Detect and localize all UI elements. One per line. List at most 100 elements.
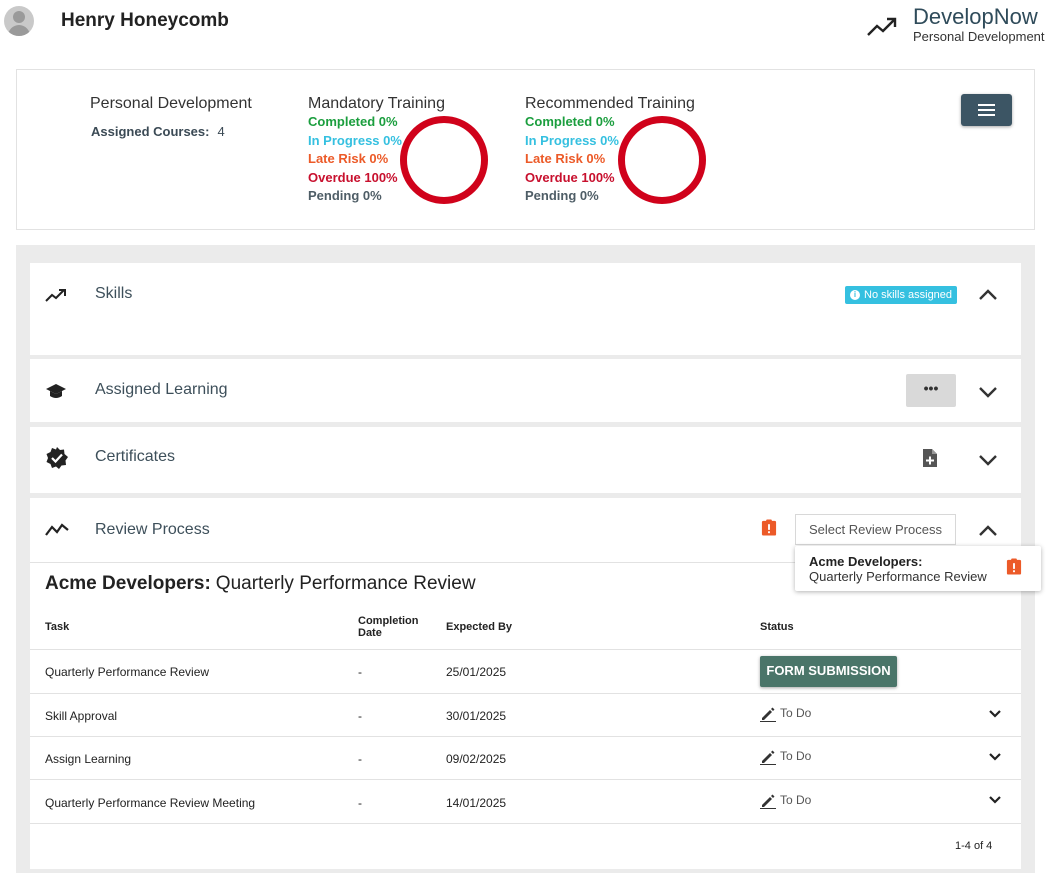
chevron-up-icon[interactable]	[978, 287, 998, 301]
hamburger-line	[978, 114, 995, 116]
expected-by-date: 30/01/2025	[446, 709, 507, 723]
no-skills-badge-label: No skills assigned	[864, 289, 953, 301]
recommended-donut-chart[interactable]	[618, 116, 706, 204]
add-file-icon[interactable]	[922, 448, 938, 468]
status-todo: To Do	[760, 706, 811, 722]
assigned-courses-label: Assigned Courses:	[91, 124, 210, 139]
column-header-status[interactable]: Status	[760, 621, 794, 633]
expected-by-date: 09/02/2025	[446, 752, 507, 766]
pencil-icon	[760, 750, 776, 765]
expected-by-date: 25/01/2025	[446, 665, 507, 679]
personal-development-title: Personal Development	[90, 95, 252, 112]
more-options-button[interactable]: •••	[906, 374, 956, 407]
task-name: Assign Learning	[45, 752, 132, 766]
mandatory-completed: Completed 0%	[308, 114, 398, 129]
recommended-completed: Completed 0%	[525, 114, 615, 129]
chevron-down-icon[interactable]	[978, 453, 998, 467]
skills-title[interactable]: Skills	[95, 285, 133, 302]
status-label: To Do	[780, 706, 812, 721]
chevron-down-icon[interactable]	[978, 385, 998, 399]
pagination-range: 1-4 of 4	[955, 840, 993, 852]
top-bar: Henry Honeycomb DevelopNow Personal Deve…	[0, 0, 1058, 60]
divider	[30, 736, 1021, 737]
review-heading: Acme Developers: Quarterly Performance Re…	[45, 573, 476, 595]
pencil-icon	[760, 707, 776, 722]
column-header-completion-line2: Date	[358, 627, 382, 639]
task-name: Quarterly Performance Review Meeting	[45, 796, 256, 810]
expected-by-date: 14/01/2025	[446, 796, 507, 810]
task-name: Quarterly Performance Review	[45, 665, 210, 679]
user-name: Henry Honeycomb	[61, 10, 229, 31]
assigned-courses-value: 4	[217, 124, 225, 139]
info-icon: i	[850, 290, 860, 300]
divider	[30, 649, 1021, 650]
divider	[30, 823, 1021, 824]
recommended-training-title: Recommended Training	[525, 95, 695, 112]
divider	[30, 562, 1021, 563]
form-submission-button[interactable]: FORM SUBMISSION	[760, 656, 897, 687]
assigned-learning-section: Assigned Learning •••	[30, 359, 1021, 422]
hamburger-line	[978, 104, 995, 106]
status-todo: To Do	[760, 749, 811, 765]
review-process-title[interactable]: Review Process	[95, 521, 210, 538]
avatar-body-shape	[8, 25, 30, 36]
brand-subtitle: Personal Development	[913, 29, 1045, 44]
review-heading-name: Quarterly Performance Review	[215, 573, 476, 594]
recommended-late-risk: Late Risk 0%	[525, 151, 606, 166]
completion-date: -	[358, 796, 362, 810]
mandatory-overdue: Overdue 100%	[308, 169, 398, 185]
line-chart-icon	[45, 523, 69, 536]
clipboard-alert-icon	[761, 519, 777, 536]
recommended-training: Recommended Training Completed 0% In Pro…	[525, 95, 695, 206]
divider	[30, 693, 1021, 694]
hamburger-menu-button[interactable]	[961, 94, 1012, 126]
completion-date: -	[358, 752, 362, 766]
chevron-up-icon[interactable]	[978, 523, 998, 537]
column-header-task[interactable]: Task	[45, 621, 70, 633]
recommended-overdue: Overdue 100%	[525, 169, 615, 185]
status-todo: To Do	[760, 793, 811, 809]
certificates-title[interactable]: Certificates	[95, 448, 176, 465]
graduation-cap-icon	[46, 384, 66, 398]
review-option-name: Quarterly Performance Review	[809, 569, 987, 584]
review-option-org: Acme Developers:	[809, 554, 923, 569]
mandatory-in-progress: In Progress 0%	[308, 132, 402, 148]
trend-up-icon	[45, 289, 66, 302]
mandatory-late-risk: Late Risk 0%	[308, 151, 389, 166]
certificate-badge-icon	[46, 447, 68, 469]
status-label: To Do	[780, 749, 812, 764]
clipboard-alert-icon	[1006, 558, 1022, 575]
chevron-down-icon[interactable]	[988, 752, 1002, 762]
recommended-in-progress: In Progress 0%	[525, 132, 619, 148]
certificates-section: Certificates	[30, 427, 1021, 493]
mandatory-training-title: Mandatory Training	[308, 95, 445, 112]
completion-date: -	[358, 665, 362, 679]
status-label: To Do	[780, 793, 812, 808]
recommended-pending: Pending 0%	[525, 188, 599, 203]
skills-section: Skills i No skills assigned	[30, 263, 1021, 355]
column-header-expected-by[interactable]: Expected By	[446, 621, 513, 633]
training-summary-card: Personal Development Assigned Courses: 4 …	[16, 69, 1035, 230]
chevron-down-icon[interactable]	[988, 795, 1002, 805]
divider	[30, 779, 1021, 780]
avatar[interactable]	[4, 6, 34, 36]
review-process-option[interactable]: Acme Developers: Quarterly Performance R…	[795, 546, 1041, 591]
review-heading-org: Acme Developers:	[45, 573, 211, 594]
avatar-head-shape	[13, 11, 25, 23]
mandatory-donut-chart[interactable]	[400, 116, 488, 204]
mandatory-pending: Pending 0%	[308, 188, 382, 203]
pencil-icon	[760, 794, 776, 809]
brand-name: DevelopNow	[913, 4, 1038, 29]
trend-up-icon	[867, 17, 897, 36]
column-header-completion-date[interactable]: Completion Date	[358, 615, 419, 639]
select-review-process-button[interactable]: Select Review Process	[795, 514, 956, 545]
mandatory-training: Mandatory Training Completed 0% In Progr…	[308, 95, 445, 206]
no-skills-badge: i No skills assigned	[845, 286, 958, 304]
hamburger-line	[978, 109, 995, 111]
column-header-completion-line1: Completion	[358, 615, 419, 627]
completion-date: -	[358, 709, 362, 723]
assigned-courses: Assigned Courses: 4	[91, 124, 225, 139]
chevron-down-icon[interactable]	[988, 709, 1002, 719]
task-name: Skill Approval	[45, 709, 118, 723]
assigned-learning-title[interactable]: Assigned Learning	[95, 381, 228, 398]
